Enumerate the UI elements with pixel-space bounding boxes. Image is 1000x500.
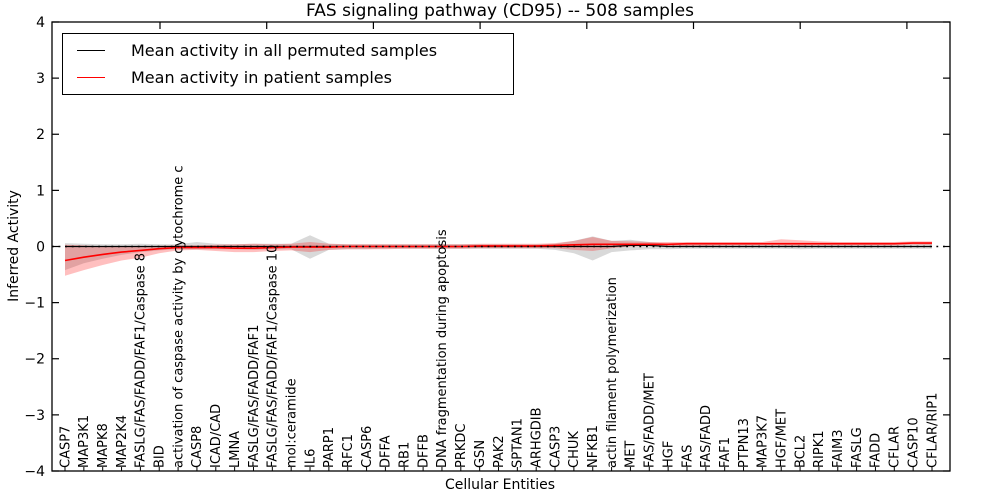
x-tick-label: FAF1 [718,437,733,468]
y-tick-label: −3 [24,408,45,424]
x-tick-label: BCL2 [793,435,808,468]
x-tick-label: ICAD/CAD [209,404,224,468]
x-tick-label: RB1 [398,442,413,468]
x-tick-label: PARP1 [322,427,337,468]
x-tick-label: MAP3K1 [77,415,92,468]
x-tick-label: HGF [661,441,676,468]
y-tick-label: 4 [36,15,45,31]
x-tick-label: MAP2K4 [115,415,130,468]
x-tick-label: DFFB [416,434,431,468]
x-tick-label: CASP3 [548,426,563,468]
permuted-line-swatch [77,50,105,52]
x-tick-label: IL6 [303,449,318,468]
x-tick-label: NFKB1 [586,425,601,468]
x-tick-label: PAK2 [492,435,507,468]
x-tick-label: LMNA [228,431,243,468]
x-tick-label: HGF/MET [775,409,790,468]
x-tick-label: CASP8 [190,426,205,468]
y-tick-label: −4 [24,464,45,480]
x-axis-label: Cellular Entities [444,477,556,493]
x-tick-label: FADD [869,433,884,468]
y-tick-label: 0 [36,239,45,255]
x-tick-label: RIPK1 [812,430,827,468]
x-tick-label: FAIM3 [831,430,846,469]
x-tick-label: PRKDC [454,424,469,468]
x-tick-label: PTPN13 [737,418,752,468]
x-tick-label: FASLG/FAS/FADD/FAF1 [247,325,262,468]
y-tick-label: −1 [24,296,45,312]
y-tick-label: 2 [36,127,45,143]
x-tick-label: FAS/FADD/MET [643,373,658,468]
legend: Mean activity in all permuted samples Me… [62,33,514,95]
x-tick-label: CFLAR [888,426,903,468]
x-tick-label: FAS [680,445,695,468]
x-tick-label: FASLG/FAS/FADD/FAF1/Caspase 10 [266,245,281,468]
x-tick-label: CFLAR/RIP1 [925,393,940,468]
x-tick-label: activation of caspase activity by cytoch… [171,165,186,468]
x-tick-label: ARHGDIB [529,407,544,468]
x-tick-label: GSN [473,440,488,468]
x-tick-label: MAPK8 [96,423,111,468]
x-tick-label: CASP7 [58,426,73,468]
x-tick-label: mol:ceramide [284,378,299,468]
legend-row-permuted: Mean activity in all permuted samples [63,41,513,60]
x-tick-label: CASP10 [906,417,921,468]
x-tick-label: SPTAN1 [511,418,526,468]
x-tick-label: FASLG/FAS/FADD/FAF1/Caspase 8 [134,253,149,468]
chart-title: FAS signaling pathway (CD95) -- 508 samp… [306,1,694,21]
patient-mean-line [64,242,932,262]
legend-label-patient: Mean activity in patient samples [131,67,392,87]
y-tick-label: 3 [36,71,45,87]
x-tick-label: CASP6 [360,426,375,468]
patient-line-swatch [77,76,105,78]
x-tick-label: actin filament polymerization [605,277,620,468]
permuted-band [65,235,932,271]
x-tick-label: DFFA [379,435,394,468]
legend-row-patient: Mean activity in patient samples [63,68,513,87]
x-tick-label: MET [624,441,639,468]
y-axis-label: Inferred Activity [6,190,22,302]
legend-label-permuted: Mean activity in all permuted samples [131,41,438,61]
x-tick-label: FASLG [850,427,865,468]
x-tick-label: BID [153,445,168,468]
y-tick-label: 1 [36,183,45,199]
x-tick-label: FAS/FADD [699,405,714,468]
y-tick-label: −2 [24,352,45,368]
x-tick-label: DNA fragmentation during apoptosis [435,229,450,468]
x-tick-label: MAP3K7 [756,415,771,468]
x-tick-label: RFC1 [341,434,356,468]
x-tick-label: CHUK [567,431,582,468]
